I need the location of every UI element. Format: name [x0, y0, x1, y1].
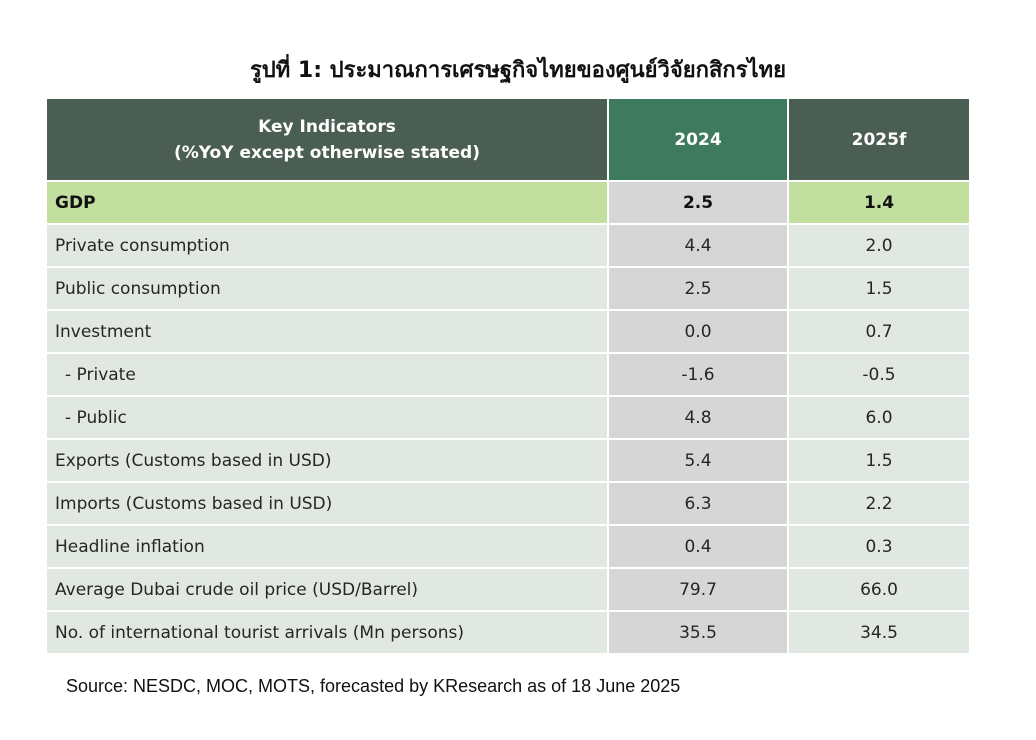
row-label: GDP [47, 180, 609, 223]
table-row: Investment 0.0 0.7 [47, 309, 969, 352]
row-value-2024: 2.5 [609, 180, 789, 223]
table-row: - Private -1.6 -0.5 [47, 352, 969, 395]
table-row: Public consumption 2.5 1.5 [47, 266, 969, 309]
row-value-2025f: 2.0 [789, 223, 969, 266]
table-row-gdp: GDP 2.5 1.4 [47, 180, 969, 223]
row-value-2024: 0.4 [609, 524, 789, 567]
table-row: - Public 4.8 6.0 [47, 395, 969, 438]
row-label: No. of international tourist arrivals (M… [47, 610, 609, 653]
row-value-2024: 2.5 [609, 266, 789, 309]
row-value-2025f: 0.3 [789, 524, 969, 567]
row-label: Headline inflation [47, 524, 609, 567]
row-label-cell: - Private [47, 352, 609, 395]
row-value-2025f: -0.5 [789, 352, 969, 395]
row-value-2024: 4.4 [609, 223, 789, 266]
header-indicator-note: (%YoY except otherwise stated) [173, 142, 480, 163]
row-label: Average Dubai crude oil price (USD/Barre… [47, 567, 609, 610]
row-value-2025f: 0.7 [789, 309, 969, 352]
table-row: Private consumption 4.4 2.0 [47, 223, 969, 266]
key-indicators-table: Key Indicators (%YoY except otherwise st… [47, 99, 969, 653]
table-row: Headline inflation 0.4 0.3 [47, 524, 969, 567]
source-note: Source: NESDC, MOC, MOTS, forecasted by … [66, 676, 681, 696]
row-label: Investment [47, 309, 609, 352]
figure-title: รูปที่ 1: ประมาณการเศรษฐกิจไทยของศูนย์วิ… [249, 58, 787, 83]
table-row: No. of international tourist arrivals (M… [47, 610, 969, 653]
row-value-2024: 35.5 [609, 610, 789, 653]
row-value-2025f: 6.0 [789, 395, 969, 438]
header-indicator-title: Key Indicators [258, 116, 396, 137]
row-value-2024: -1.6 [609, 352, 789, 395]
row-label: Public consumption [47, 266, 609, 309]
row-label: Imports (Customs based in USD) [47, 481, 609, 524]
row-value-2025f: 66.0 [789, 567, 969, 610]
header-2025f: 2025f [789, 99, 969, 180]
row-value-2025f: 34.5 [789, 610, 969, 653]
row-label-cell: - Public [47, 395, 609, 438]
table-row: Average Dubai crude oil price (USD/Barre… [47, 567, 969, 610]
row-value-2024: 4.8 [609, 395, 789, 438]
row-value-2024: 79.7 [609, 567, 789, 610]
row-label: Private consumption [47, 223, 609, 266]
row-value-2024: 6.3 [609, 481, 789, 524]
row-value-2025f: 2.2 [789, 481, 969, 524]
row-value-2024: 0.0 [609, 309, 789, 352]
row-value-2024: 5.4 [609, 438, 789, 481]
row-value-2025f: 1.5 [789, 266, 969, 309]
table-row: Exports (Customs based in USD) 5.4 1.5 [47, 438, 969, 481]
header-2024: 2024 [609, 99, 789, 180]
row-label: Exports (Customs based in USD) [47, 438, 609, 481]
header-key-indicators: Key Indicators (%YoY except otherwise st… [47, 99, 609, 180]
table-row: Imports (Customs based in USD) 6.3 2.2 [47, 481, 969, 524]
row-label: - Public [65, 407, 127, 428]
table-header-row: Key Indicators (%YoY except otherwise st… [47, 99, 969, 180]
row-value-2025f: 1.5 [789, 438, 969, 481]
row-label: - Private [65, 364, 136, 385]
row-value-2025f: 1.4 [789, 180, 969, 223]
